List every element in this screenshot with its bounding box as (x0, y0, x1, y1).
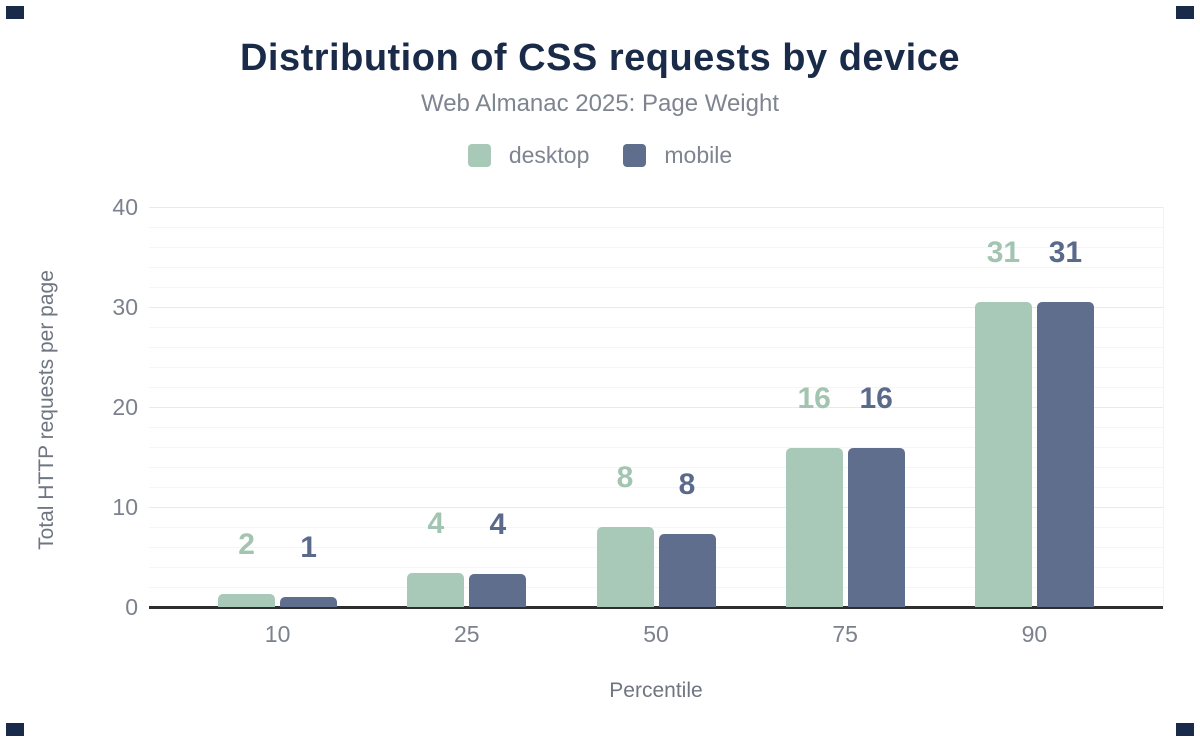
major-gridline (149, 307, 1163, 308)
legend-item-mobile[interactable]: mobile (623, 142, 732, 169)
legend-item-desktop[interactable]: desktop (467, 141, 590, 169)
data-label-desktop-p75: 16 (797, 382, 831, 415)
data-label-desktop-p10: 2 (238, 528, 255, 561)
minor-gridline (149, 427, 1163, 428)
data-label-mobile-p75: 16 (859, 382, 893, 415)
data-label-mobile-p90: 31 (1048, 236, 1083, 269)
mobile-swatch-icon (623, 143, 647, 167)
corner-mark-top-left (6, 6, 24, 19)
data-label-desktop-p90: 31 (986, 236, 1021, 269)
minor-gridline (149, 447, 1163, 448)
minor-gridline (149, 487, 1163, 488)
data-label-mobile-p25: 4 (489, 508, 507, 541)
minor-gridline (149, 267, 1163, 268)
bar-desktop-p50[interactable] (596, 527, 654, 607)
minor-gridline (149, 567, 1163, 568)
major-gridline (149, 407, 1163, 408)
minor-gridline (149, 527, 1163, 528)
major-gridline (149, 207, 1163, 208)
major-gridline (149, 507, 1163, 508)
minor-gridline (149, 387, 1163, 388)
x-axis-line (149, 606, 1163, 609)
corner-mark-bottom-left (6, 723, 24, 736)
desktop-swatch-icon (467, 143, 491, 167)
legend-label-mobile: mobile (664, 141, 733, 168)
data-label-mobile-p10: 1 (300, 531, 317, 564)
y-tick-label-10: 10 (112, 494, 138, 520)
minor-gridline (149, 247, 1163, 248)
chart-title: Distribution of CSS requests by device (239, 37, 961, 79)
x-tick-label-25: 25 (454, 621, 480, 647)
x-tick-label-90: 90 (1021, 621, 1048, 647)
plot-right-edge (1163, 207, 1164, 607)
x-tick-label-75: 75 (832, 621, 858, 647)
data-label-mobile-p50: 8 (678, 468, 696, 501)
bar-mobile-p90[interactable] (1036, 302, 1094, 607)
minor-gridline (149, 327, 1163, 328)
bar-desktop-p90[interactable] (974, 302, 1032, 607)
bar-mobile-p50[interactable] (658, 534, 716, 607)
data-label-desktop-p25: 4 (427, 507, 445, 540)
bar-mobile-p10[interactable] (280, 597, 338, 607)
bar-mobile-p25[interactable] (469, 574, 527, 607)
legend: desktop mobile (0, 142, 1200, 168)
chart-subtitle: Web Almanac 2025: Page Weight (420, 90, 779, 117)
x-tick-label-10: 10 (264, 621, 291, 647)
y-axis-title: Total HTTP requests per page (35, 270, 58, 550)
data-label-desktop-p50: 8 (616, 461, 634, 494)
x-axis-title: Percentile (609, 679, 703, 702)
minor-gridline (149, 347, 1163, 348)
bar-desktop-p25[interactable] (407, 573, 465, 607)
corner-mark-bottom-right (1176, 723, 1194, 736)
minor-gridline (149, 587, 1163, 588)
minor-gridline (149, 547, 1163, 548)
corner-mark-top-right (1176, 6, 1194, 19)
minor-gridline (149, 227, 1163, 228)
minor-gridline (149, 467, 1163, 468)
bar-mobile-p75[interactable] (847, 448, 905, 607)
legend-label-desktop: desktop (508, 141, 590, 168)
y-tick-label-30: 30 (112, 294, 138, 320)
y-tick-label-40: 40 (112, 194, 138, 220)
bar-desktop-p10[interactable] (218, 594, 276, 607)
minor-gridline (149, 367, 1163, 368)
bar-desktop-p75[interactable] (785, 448, 843, 607)
y-tick-label-0: 0 (125, 594, 138, 620)
x-tick-label-50: 50 (643, 621, 669, 647)
y-tick-label-20: 20 (112, 394, 138, 420)
minor-gridline (149, 287, 1163, 288)
